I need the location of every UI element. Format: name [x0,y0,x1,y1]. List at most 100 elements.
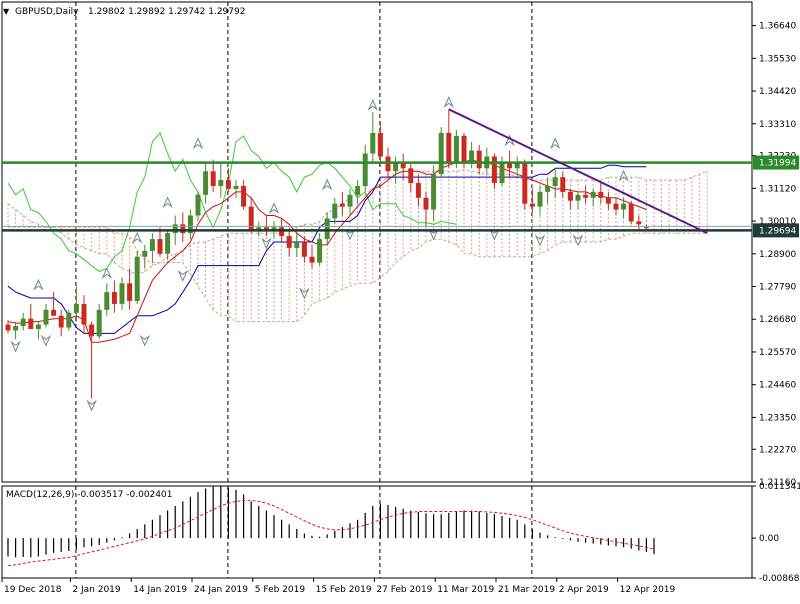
candle-body [469,150,475,163]
candle-body [461,135,467,163]
candle [560,171,566,198]
candle-body [583,194,589,198]
candle [43,303,49,328]
candle-body [514,162,520,169]
candle-body [28,318,34,329]
fractal-down-arrow [299,287,310,300]
candle-body [324,218,330,240]
fractal-down-arrow [489,228,500,241]
candle-body [628,203,634,222]
candle [149,233,155,263]
candle-body [203,171,209,195]
candle [317,233,323,266]
candle [514,156,520,178]
candle [628,200,634,225]
candle-body [522,162,528,204]
candle [636,215,642,231]
candle [13,321,19,340]
candle-body [370,132,376,154]
candle [294,233,300,257]
candle [210,159,216,192]
candle [529,188,535,213]
macd-signal-line [7,499,655,567]
candle [20,312,26,331]
candle [81,295,87,334]
fractal-up-arrow [618,169,629,182]
price-tick-label: 1.31120 [759,184,796,194]
candle-body [438,132,444,175]
candle-body [218,180,224,186]
candle-body [552,177,558,186]
price-tick-label: 1.26680 [759,315,796,325]
candle-body [575,194,581,201]
candle-body [187,215,193,234]
price-tick-label: 1.27790 [759,283,796,293]
fractal-up-arrow [367,99,379,111]
price-tick-label: 1.36640 [759,22,796,32]
fractal-down-arrow [261,237,272,250]
candle-body [332,203,338,219]
candle-body [621,203,627,210]
time-tick-label: 2 Apr 2019 [559,585,609,595]
macd-tick-label: 0.00 [759,534,779,544]
candle-body [613,203,619,210]
candle-body [507,162,513,169]
candle-body [51,309,57,316]
candle-body [431,174,437,210]
candle-body [271,227,277,231]
chikou-span-line [7,131,457,273]
fractal-up-arrow [101,267,113,279]
candle [187,209,193,240]
candle [583,185,589,204]
candle-body [560,177,566,192]
candle [575,191,581,210]
price-level-label: 1.29694 [759,226,796,236]
candle-body [347,194,353,207]
candle-body [408,168,414,184]
price-tick-label: 1.35530 [759,54,796,64]
candle-body [195,194,201,216]
price-tick-label: 1.25570 [759,348,796,358]
candle [621,197,627,219]
candle-body [423,197,429,210]
candle [58,309,64,337]
candle-body [35,324,41,329]
price-tick-label: 1.34420 [759,87,796,97]
time-tick-label: 19 Dec 2018 [4,585,62,595]
macd-header: MACD(12,26,9) -0.003517 -0.002401 [6,490,172,500]
candle [446,109,452,169]
candle-body [294,242,300,248]
macd-tick-label: 0.011341 [759,482,800,492]
candle [431,165,437,222]
candle-body [567,191,573,201]
price-tick-label: 1.28900 [759,250,796,260]
header-ohlc: 1.29802 1.29892 1.29742 1.29792 [88,7,245,17]
candle [263,215,269,237]
candle-body [58,315,64,328]
candle-body [210,171,216,186]
header-arrow[interactable]: ▼ [3,7,10,16]
candle-body [301,242,307,257]
fractal-up-arrow [268,202,280,215]
candle-body [20,318,26,327]
candle-body [355,185,361,195]
candle [491,153,497,189]
fractal-up-arrow [321,178,333,191]
macd-panel: 0.011341 0.00 -0.008681 [7,482,800,584]
candle-body [590,191,596,198]
candle [127,268,133,310]
candle-body [256,227,262,231]
candle-body [172,224,178,234]
candle-body [362,153,368,186]
candle [66,309,72,331]
candle [522,159,528,210]
candle-body [263,227,269,231]
candle-body [377,132,383,157]
candle [408,162,414,192]
candle [385,147,391,181]
price-level-tag [753,155,799,170]
fractal-down-arrow [10,340,21,353]
candle [507,150,513,178]
candle [438,127,444,178]
candle-body [73,303,79,313]
